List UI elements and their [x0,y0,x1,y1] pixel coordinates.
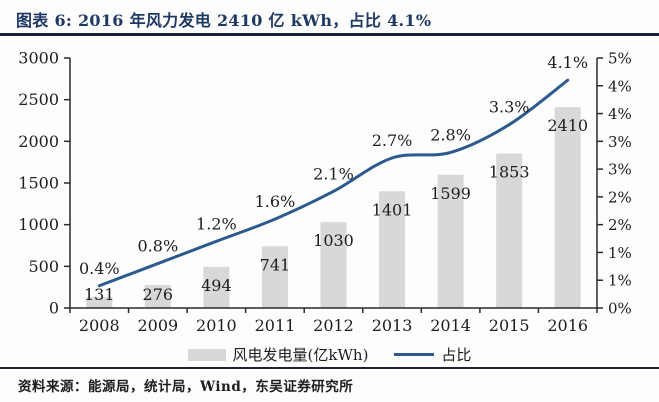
bar-value-label: 1599 [430,184,471,203]
bar-value-label: 276 [143,285,174,304]
left-axis-tick-label: 1500 [18,174,59,193]
right-axis-tick-label: 3% [608,133,632,151]
line-swatch-icon [394,353,435,356]
figure-title: 图表 6: 2016 年风力发电 2410 亿 kWh，占比 4.1% [16,11,432,30]
x-axis-category-label: 2015 [489,316,530,335]
legend-item-line: 占比 [394,344,471,365]
line-point-label: 1.6% [255,192,296,211]
right-axis-tick-label: 1% [608,272,632,290]
x-axis-category-label: 2009 [137,316,178,335]
x-axis-category-label: 2011 [255,316,296,335]
bar-value-label: 1853 [489,163,530,182]
x-axis-category-label: 2012 [313,316,354,335]
bar [554,107,581,309]
line-point-label: 3.3% [489,98,530,117]
left-axis-tick-label: 0 [49,299,59,318]
left-axis-tick-label: 500 [28,257,59,276]
bar-value-label: 494 [201,276,232,295]
x-axis-category-label: 2013 [372,316,413,335]
right-axis-tick-label: 1% [608,244,632,262]
chart-area: 0 500 1000 1500 2000 2500 3000 0% 1% 1% 2% 2% 3% 3% 4%… [0,36,659,367]
bar-value-label: 2410 [547,116,588,135]
bar [86,297,113,308]
line-point-label: 0.4% [79,259,120,278]
bar [144,285,171,308]
bar-value-label: 741 [260,255,291,274]
left-axis-tick-label: 1000 [18,215,59,234]
x-axis-category-label: 2008 [79,316,120,335]
right-axis-tick-label: 3% [608,161,632,179]
bar [437,174,464,308]
line-point-label: 0.8% [138,237,179,256]
line-point-label: 2.1% [313,164,354,183]
x-axis-category-label: 2014 [430,316,471,335]
source-note: 资料来源：能源局，统计局，Wind，东吴证券研究所 [0,367,659,402]
bar-value-label: 1030 [313,231,354,250]
bar [379,191,406,308]
figure-title-bar: 图表 6: 2016 年风力发电 2410 亿 kWh，占比 4.1% [0,0,659,36]
x-axis-category-label: 2016 [547,316,588,335]
line-point-label: 1.2% [196,214,237,233]
line-point-label: 2.7% [372,131,413,150]
line-point-label: 2.8% [430,125,471,144]
left-axis-tick-label: 3000 [18,49,59,68]
bar-swatch-icon [187,348,226,361]
bar [203,266,230,308]
x-axis-category-label: 2010 [196,316,237,335]
bar [320,222,347,308]
bar-value-label: 1401 [372,200,413,219]
chart-legend: 风电发电量(亿kWh) 占比 [0,344,659,365]
right-axis-tick-label: 5% [608,50,632,68]
left-axis-tick-label: 2500 [18,90,59,109]
right-axis-tick-label: 0% [608,300,632,318]
source-text: 资料来源：能源局，统计局，Wind，东吴证券研究所 [18,379,354,395]
line-point-label: 4.1% [547,53,588,72]
legend-bar-label: 风电发电量(亿kWh) [232,346,369,364]
combo-chart: 0 500 1000 1500 2000 2500 3000 0% 1% 1% 2% 2% 3% 3% 4%… [18,49,632,336]
left-axis-tick-label: 2000 [18,132,59,151]
legend-line-label: 占比 [441,346,472,364]
legend-item-bar: 风电发电量(亿kWh) [187,344,369,365]
right-axis-tick-label: 2% [608,216,632,234]
ratio-line [97,78,570,288]
bar [496,153,523,308]
bar-value-label: 131 [84,285,115,304]
right-axis-tick-label: 4% [608,77,632,95]
right-axis-tick-label: 4% [608,105,632,123]
right-axis-tick-label: 2% [608,188,632,206]
bar [261,246,288,308]
